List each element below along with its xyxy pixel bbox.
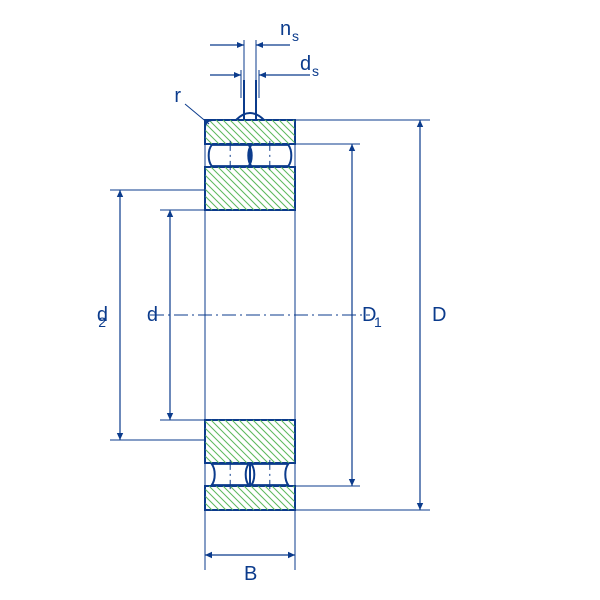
svg-text:D: D [432,304,446,326]
svg-text:s: s [312,63,319,79]
bearing-diagram: { "diagram": { "type": "engineering-cros… [0,0,600,600]
svg-text:n: n [280,18,291,40]
svg-text:2: 2 [98,314,106,330]
svg-text:d: d [147,304,158,326]
svg-text:d: d [300,53,311,75]
svg-text:B: B [244,563,257,585]
diagram-svg: nsdsrdd2D1DB [0,0,600,600]
svg-text:r: r [174,85,181,107]
svg-text:s: s [292,28,299,44]
svg-text:1: 1 [374,314,382,330]
